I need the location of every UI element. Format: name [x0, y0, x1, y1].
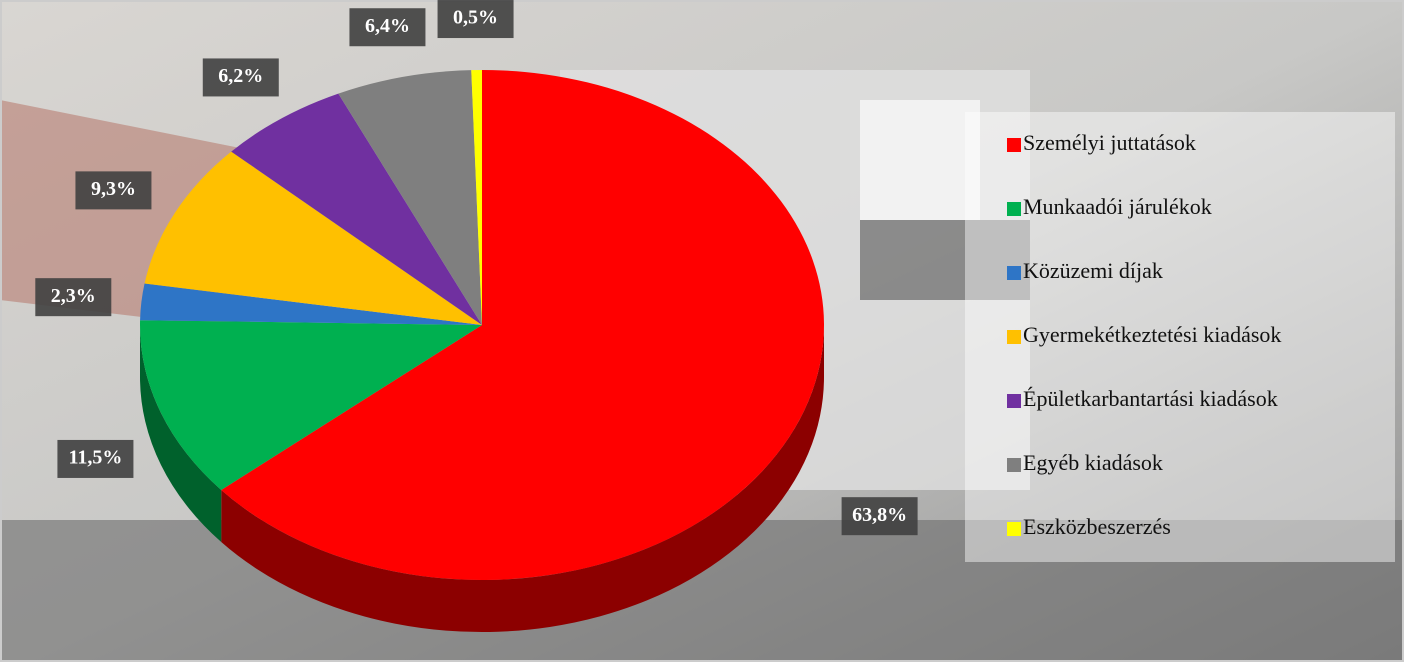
legend-label: Közüzemi díjak — [1023, 258, 1163, 283]
legend-label: Munkaadói járulékok — [1023, 194, 1212, 219]
window — [860, 100, 980, 220]
legend-swatch — [1007, 202, 1021, 216]
chart: Személyi juttatások Munkaadói járulékok Kö… — [0, 0, 1404, 662]
legend-label: Egyéb kiadások — [1023, 450, 1163, 475]
legend-swatch — [1007, 458, 1021, 472]
legend-swatch — [1007, 522, 1021, 536]
data-label: 6,4% — [365, 15, 410, 37]
legend: Személyi juttatások Munkaadói járulékok Kö… — [965, 112, 1395, 562]
data-label: 0,5% — [453, 7, 498, 29]
legend-label: Személyi juttatások — [1023, 130, 1196, 155]
data-label: 6,2% — [218, 65, 263, 87]
legend-swatch — [1007, 266, 1021, 280]
data-label: 9,3% — [91, 178, 136, 200]
legend-label: Gyermekétkeztetési kiadások — [1023, 322, 1281, 347]
page: Személyi juttatások Munkaadói járulékok Kö… — [0, 0, 1404, 662]
legend-swatch — [1007, 394, 1021, 408]
data-label: 11,5% — [68, 447, 122, 469]
data-label: 2,3% — [51, 285, 96, 307]
pie — [140, 70, 824, 632]
legend-swatch — [1007, 330, 1021, 344]
legend-label: Épületkarbantartási kiadások — [1023, 386, 1278, 411]
legend-label: Eszközbeszerzés — [1023, 514, 1171, 539]
legend-swatch — [1007, 138, 1021, 152]
data-label: 63,8% — [852, 504, 907, 526]
